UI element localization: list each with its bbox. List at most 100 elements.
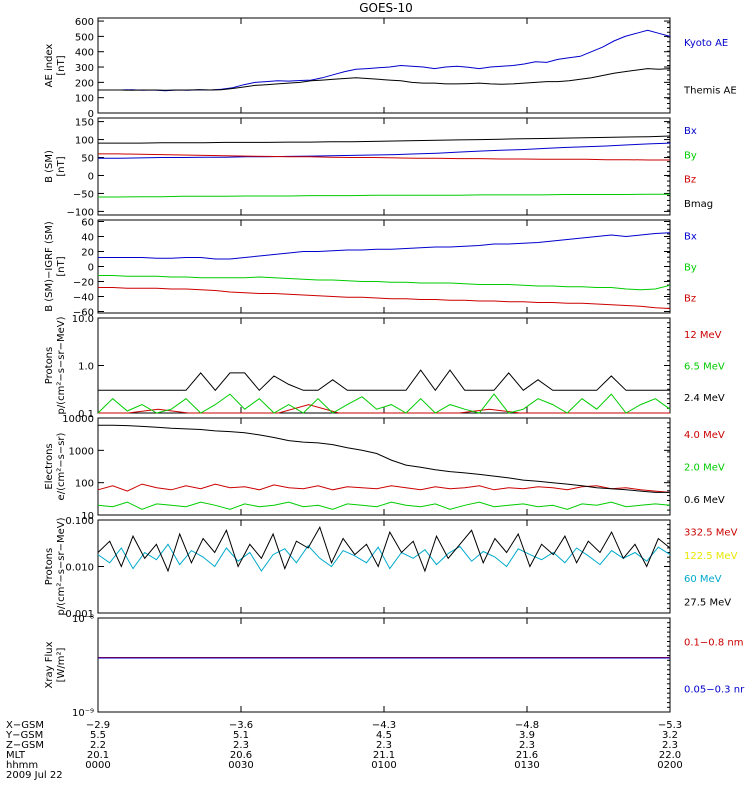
ephemeris-value: 5.1 [233, 730, 249, 741]
ephemeris-row-label: hhmm [6, 760, 38, 771]
panel-2: −100 −50 0 50 100 150 B (SM) [nT] Bx By Bz Bmag [44, 117, 713, 218]
panel-frame [97, 219, 671, 314]
legend-entry: 0.1−0.8 nm [684, 638, 743, 649]
y-tick-label: 100 [75, 94, 94, 105]
series-line-60-mev [97, 543, 671, 572]
ephemeris-value: 0100 [371, 760, 396, 771]
y-tick-label: 200 [75, 78, 94, 89]
ephemeris-value: 3.2 [662, 730, 678, 741]
y-tick-label: 10 [81, 511, 94, 522]
ephemeris-value: 0030 [228, 760, 253, 771]
series-line-themis-ae [98, 68, 671, 91]
series-line-bz [98, 153, 670, 161]
y-tick-label: 10000 [62, 414, 94, 425]
ephemeris-value: 2.3 [519, 740, 535, 751]
series-line-bmag [98, 135, 671, 144]
legend-entry: Kyoto AE [684, 38, 728, 49]
legend-entry: 2.0 MeV [684, 463, 725, 474]
y-axis-label: B (SM)−IGRF (SM) [44, 221, 55, 312]
y-tick-label: 50 [81, 154, 94, 165]
series-line-bz [98, 287, 671, 309]
ephemeris-value: −5.3 [658, 720, 682, 731]
panel-1: 0 100 200 300 400 500 600 AE index [nT] Kyoto AE T… [44, 17, 737, 120]
ephemeris-value: −4.8 [515, 720, 539, 731]
panel-6: 0.001 0.010 0.100 Protons p/(cm²−s−sr−MeV) 33… [44, 516, 738, 620]
legend-entry: Bx [684, 126, 697, 137]
series-line-bx [98, 232, 671, 260]
y-tick-label: 600 [75, 17, 94, 28]
panel-frame [97, 317, 671, 414]
y-tick-label: 10⁻⁸ [72, 614, 94, 625]
ephemeris-value: 3.9 [519, 730, 535, 741]
ephemeris-value: 0000 [85, 760, 110, 771]
y-tick-label: 1.0 [78, 362, 94, 373]
panel-7: 10⁻⁹ 10⁻⁸ Xray Flux [W/m²] 0.1−0.8 nm 0.05−0.… [44, 614, 745, 719]
y-axis-label: B (SM) [44, 150, 55, 183]
y-axis-units: [nT] [56, 55, 67, 75]
legend-entry: Bz [684, 294, 696, 305]
legend-entry: 12 MeV [684, 330, 722, 341]
y-axis-label: Protons [44, 548, 55, 585]
legend-entry: By [684, 150, 697, 161]
ephemeris-row-label: MLT [6, 750, 26, 761]
y-tick-label: 10.0 [72, 314, 94, 325]
y-axis-units: [nT] [56, 156, 67, 176]
y-axis-units: [W/m²] [56, 647, 67, 682]
ephemeris-value: 0130 [514, 760, 539, 771]
legend-entry: Bx [684, 232, 697, 243]
ephemeris-row-label: X−GSM [6, 720, 44, 731]
y-tick-label: 20 [81, 248, 94, 259]
panel-frame [97, 519, 671, 614]
legend-entry: Bmag [684, 199, 713, 210]
ephemeris-value: 20.6 [230, 750, 252, 761]
legend-entry: 60 MeV [684, 574, 722, 585]
legend-entry: 332.5 MeV [684, 528, 738, 539]
series-line-12-mev [98, 404, 670, 414]
ephemeris-value: 2.3 [376, 740, 392, 751]
series-line-by [98, 193, 670, 198]
ephemeris-value: 20.1 [87, 750, 109, 761]
y-axis-units: [nT] [56, 256, 67, 276]
ephemeris-value: 2.3 [233, 740, 249, 751]
y-tick-label: 300 [75, 63, 94, 74]
y-tick-label: 60 [81, 218, 94, 229]
panel-frame [97, 17, 671, 114]
ephemeris-value: 2.3 [662, 740, 678, 751]
series-line-2-4-mev [98, 369, 670, 392]
series-line-0-6-mev [98, 424, 670, 493]
panel-frame [97, 617, 671, 713]
y-tick-label: 150 [75, 118, 94, 129]
series-line-27-5-mev [97, 525, 671, 573]
series-line-4-0-mev [97, 483, 671, 493]
y-tick-label: 10⁻⁹ [72, 708, 94, 719]
series-line-2-0-mev [97, 501, 671, 510]
y-axis-label: Electrons [44, 443, 55, 489]
ephemeris-row-label: Y−GSM [5, 730, 43, 741]
panel-frame [97, 417, 671, 516]
y-tick-label: −100 [67, 207, 94, 218]
ephemeris-value: −4.3 [372, 720, 396, 731]
y-tick-label: 500 [75, 32, 94, 43]
legend-entry: 6.5 MeV [684, 362, 725, 373]
ephemeris-value: 22.0 [659, 750, 681, 761]
legend-entry: Themis AE [683, 85, 737, 96]
legend-entry: 0.6 MeV [684, 495, 725, 506]
y-tick-label: 40 [81, 233, 94, 244]
chart-title: GOES-10 [359, 1, 413, 15]
series-line-by [98, 275, 671, 291]
y-tick-label: 100 [75, 136, 94, 147]
ephemeris-value: −2.9 [86, 720, 110, 731]
y-tick-label: 0 [88, 171, 94, 182]
y-tick-label: 0.100 [65, 516, 94, 527]
y-tick-label: 0 [88, 263, 94, 274]
y-tick-label: −50 [73, 189, 94, 200]
y-tick-label: 1000 [69, 446, 94, 457]
y-tick-label: −60 [73, 308, 94, 319]
legend-entry: 122.5 MeV [684, 551, 738, 562]
y-tick-label: 0.010 [65, 563, 94, 574]
panel-4: 0.1 1.0 10.0 Protons p/(cm²−s−sr−MeV) 12 MeV 6… [44, 314, 725, 420]
panel-3: −60 −40 −20 0 20 40 60 B (SM)−IGRF (SM) [nT] Bx By… [44, 218, 697, 319]
y-axis-units: p/(cm²−s−sr−MeV) [56, 517, 67, 615]
series-line-6-5-mev [97, 393, 671, 414]
